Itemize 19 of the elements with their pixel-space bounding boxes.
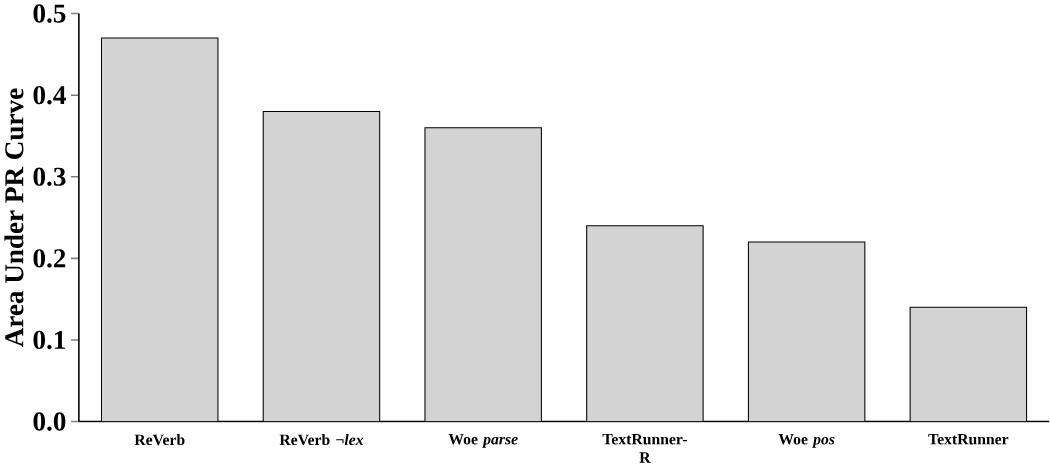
x-tick-label: ReVerb <box>134 434 185 446</box>
y-tick-label: 0.4 <box>33 85 66 105</box>
x-tick-label: ReVerb ¬lex <box>279 434 364 446</box>
y-axis-title: Area Under PR Curve <box>4 88 24 347</box>
y-tick-label: 0.1 <box>33 330 65 350</box>
y-tick-label: 0.3 <box>33 167 66 186</box>
bar <box>262 110 381 422</box>
bar <box>747 241 866 422</box>
bar <box>909 306 1028 422</box>
bar <box>424 127 542 422</box>
x-tick-label: Woe pos <box>778 434 835 448</box>
bar <box>100 37 219 422</box>
x-tick-label: TextRunner-R <box>602 434 687 463</box>
bar <box>586 225 704 422</box>
y-tick-label: 0.0 <box>33 412 66 431</box>
y-tick-label: 0.5 <box>33 4 66 23</box>
x-tick-label: TextRunner <box>928 434 1009 445</box>
y-tick-label: 0.2 <box>33 249 66 268</box>
x-tick-label: Woe parse <box>448 434 518 448</box>
